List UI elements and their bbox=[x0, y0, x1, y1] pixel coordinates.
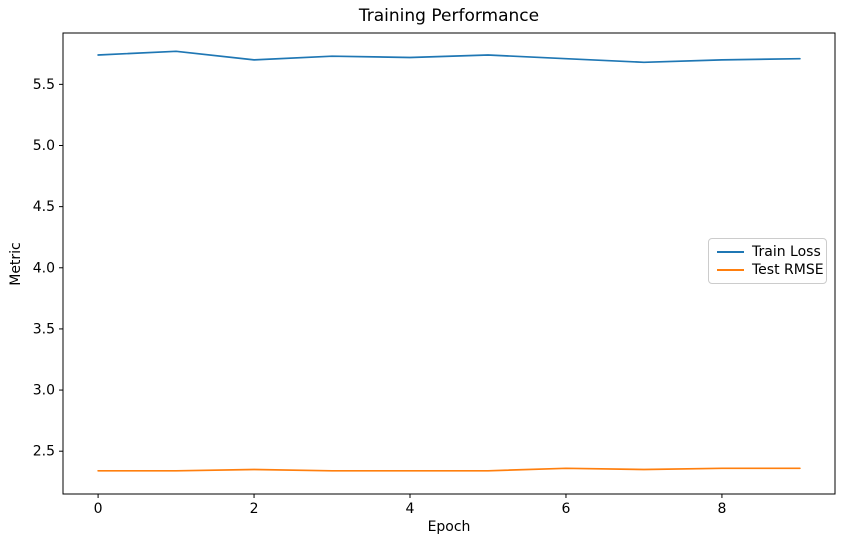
legend-label-test-rmse: Test RMSE bbox=[752, 262, 824, 278]
x-tick-label: 0 bbox=[94, 501, 103, 517]
y-tick-label: 4.5 bbox=[33, 199, 55, 215]
x-tick-label: 8 bbox=[717, 501, 726, 517]
legend-item-test-rmse: Test RMSE bbox=[717, 262, 824, 278]
legend-line-test-rmse-icon bbox=[717, 269, 744, 271]
y-tick-label: 3.5 bbox=[33, 321, 55, 337]
series-line-1 bbox=[97, 467, 801, 472]
y-tick-label: 4.0 bbox=[33, 260, 55, 276]
legend-label-train-loss: Train Loss bbox=[752, 244, 821, 260]
y-tick-label: 5.5 bbox=[33, 77, 55, 93]
series-line-0 bbox=[97, 50, 801, 64]
x-tick-label: 6 bbox=[562, 501, 571, 517]
x-tick-label: 4 bbox=[406, 501, 415, 517]
y-axis-label: Metric bbox=[8, 242, 24, 286]
y-tick-label: 3.0 bbox=[33, 383, 55, 399]
y-tick-label: 5.0 bbox=[33, 138, 55, 154]
x-axis-label: Epoch bbox=[427, 519, 471, 535]
legend-line-train-loss-icon bbox=[717, 251, 744, 253]
legend: Train Loss Test RMSE bbox=[708, 238, 827, 284]
chart-title: Training Performance bbox=[358, 6, 540, 26]
plot-border bbox=[62, 32, 836, 495]
y-tick-label: 2.5 bbox=[33, 444, 55, 460]
x-tick-label: 2 bbox=[250, 501, 259, 517]
legend-item-train-loss: Train Loss bbox=[717, 244, 821, 260]
